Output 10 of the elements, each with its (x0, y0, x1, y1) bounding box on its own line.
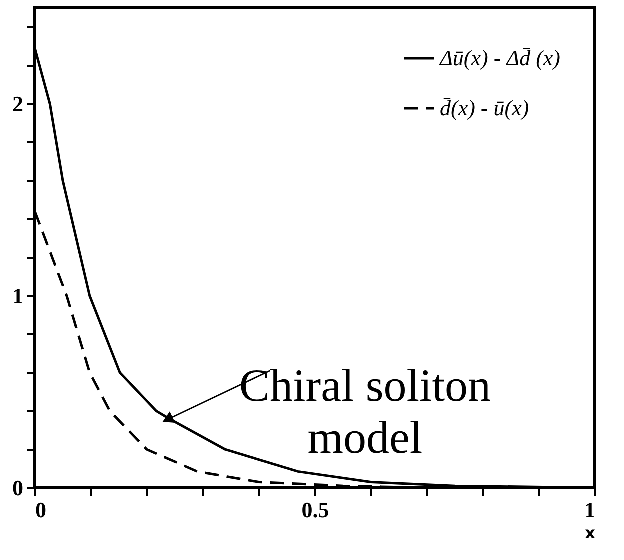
x-tick-label: 1 (584, 498, 596, 522)
y-tick-label: 1 (12, 284, 24, 308)
x-axis-title: x (585, 524, 596, 542)
annotation: Chiral soliton model (239, 360, 492, 463)
x-tick-label: 0 (36, 498, 46, 522)
legend-label: d̄(x) - ū(x) (440, 96, 530, 120)
y-tick-label: 0 (12, 476, 24, 500)
legend-label: Δū(x) - Δd̄ (x) (439, 46, 560, 70)
y-tick-label: 2 (12, 92, 24, 116)
x-tick-label: 0.5 (302, 498, 330, 522)
